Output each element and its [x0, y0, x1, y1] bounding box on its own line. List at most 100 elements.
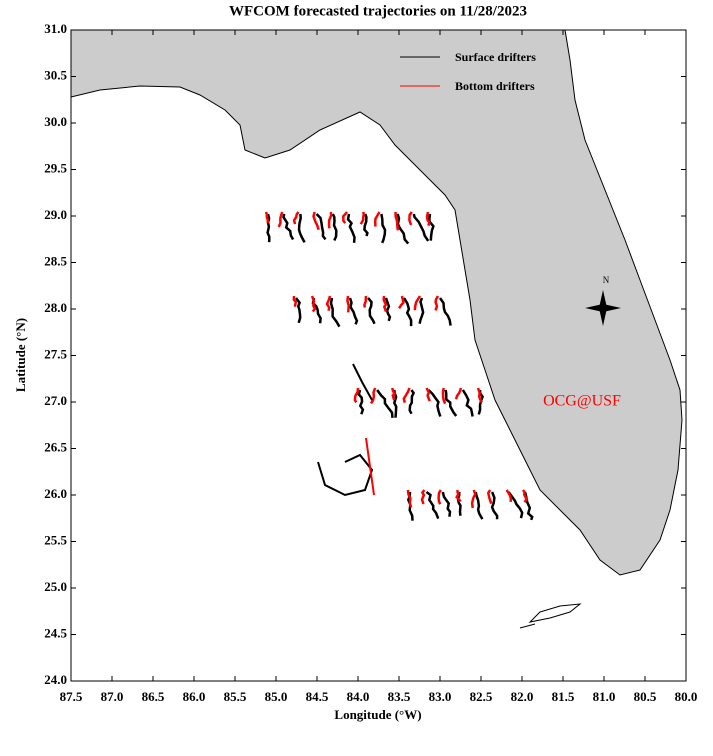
surface-trajectory — [418, 297, 425, 324]
y-tick-label: 26.0 — [44, 486, 67, 501]
bottom-trajectory — [437, 489, 442, 505]
surface-trajectory — [425, 490, 440, 520]
bottom-trajectory — [310, 295, 317, 313]
bottom-trajectory — [476, 387, 483, 404]
x-tick-label: 87.0 — [101, 689, 124, 704]
bottom-trajectory — [455, 489, 462, 503]
y-tick-label: 24.5 — [44, 625, 67, 640]
surface-trajectory — [412, 213, 430, 242]
bottom-trajectory — [363, 295, 368, 308]
bottom-trajectory — [264, 211, 270, 224]
y-tick-label: 28.5 — [44, 253, 67, 268]
surface-trajectory — [376, 389, 394, 419]
surface-trajectory — [367, 297, 376, 325]
surface-trajectory — [295, 297, 302, 324]
y-tick-label: 27.5 — [44, 346, 67, 361]
title: WFCOM forecasted trajectories on 11/28/2… — [229, 3, 527, 19]
bottom-trajectory — [394, 212, 400, 231]
x-tick-label: 83.5 — [388, 689, 411, 704]
surface-trajectory — [507, 491, 524, 519]
bottom-trajectory — [327, 211, 333, 229]
bottom-trajectory — [521, 489, 529, 503]
bottom-trajectory — [312, 211, 320, 231]
bottom-trajectory — [292, 211, 300, 225]
bottom-trajectory — [325, 295, 332, 312]
surface-trajectory — [461, 389, 474, 417]
bottom-trajectory — [441, 387, 447, 405]
compass-needle — [585, 304, 621, 312]
bottom-trajectory — [406, 489, 413, 508]
y-tick-label: 26.5 — [44, 439, 67, 454]
surface-trajectory — [331, 213, 338, 242]
y-tick-label: 30.5 — [44, 67, 67, 82]
compass-label: N — [603, 275, 610, 285]
keys — [519, 603, 582, 629]
x-tick-label: 85.0 — [265, 689, 288, 704]
surface-trajectory — [456, 491, 462, 516]
y-tick-label: 31.0 — [44, 21, 67, 36]
bottom-trajectory — [434, 295, 440, 311]
x-tick-label: 87.5 — [60, 689, 83, 704]
bottom-trajectory — [292, 295, 298, 307]
bottom-trajectory — [342, 211, 348, 224]
y-tick-label: 29.5 — [44, 160, 67, 175]
x-tick-label: 85.5 — [224, 689, 247, 704]
surface-trajectory — [282, 213, 295, 241]
surface-trajectory — [444, 389, 458, 417]
surface-trajectory — [396, 213, 410, 245]
surface-trajectory — [441, 491, 452, 517]
surface-trajectory — [297, 213, 306, 243]
x-tick-label: 81.5 — [552, 689, 575, 704]
surface-trajectory — [329, 297, 341, 328]
compass: N — [585, 275, 621, 326]
y-tick-label: 29.0 — [44, 207, 67, 222]
surface-trajectory — [402, 297, 413, 327]
bottom-trajectory — [277, 211, 284, 228]
surface-trajectory — [490, 491, 499, 520]
legend-label: Surface drifters — [455, 50, 536, 64]
bottom-trajectory — [359, 211, 366, 225]
x-tick-label: 86.0 — [183, 689, 206, 704]
bottom-trajectory — [454, 387, 463, 400]
bottom-trajectory — [425, 387, 432, 402]
surface-trajectory — [427, 389, 442, 417]
legend-label: Bottom drifters — [455, 79, 535, 93]
x-tick-label: 84.5 — [306, 689, 329, 704]
y-tick-label: 25.5 — [44, 532, 67, 547]
surface-trajectory — [346, 213, 356, 243]
y-tick-label: 27.0 — [44, 393, 67, 408]
bottom-trajectory — [505, 489, 513, 502]
bottom-trajectory — [391, 387, 397, 401]
surface-trajectory — [438, 297, 452, 326]
surface-trajectory — [474, 491, 484, 520]
bottom-trajectory — [365, 437, 375, 496]
y-tick-label: 24.0 — [44, 672, 67, 687]
bottom-trajectory — [413, 295, 422, 311]
bottom-trajectory — [470, 489, 477, 509]
surface-trajectory — [348, 297, 359, 325]
land — [70, 29, 683, 576]
y-tick-label: 30.0 — [44, 114, 67, 129]
bottom-trajectory — [486, 489, 493, 505]
bottom-trajectory — [353, 387, 360, 404]
bottom-trajectory — [408, 211, 413, 226]
bottom-trajectory — [382, 295, 388, 313]
x-tick-label: 80.0 — [675, 689, 698, 704]
x-tick-label: 83.0 — [429, 689, 452, 704]
x-tick-label: 86.5 — [142, 689, 165, 704]
surface-trajectory — [266, 213, 271, 243]
x-tick-label: 81.0 — [593, 689, 616, 704]
annotation: OCG@USF — [543, 393, 621, 410]
x-tick-label: 82.5 — [470, 689, 493, 704]
x-tick-label: 80.5 — [634, 689, 657, 704]
surface-trajectory — [380, 213, 387, 244]
bottom-trajectory — [373, 211, 381, 227]
bottom-trajectory — [398, 295, 405, 309]
y-axis-label: Latitude (°N) — [13, 318, 28, 392]
surface-trajectory — [315, 213, 327, 241]
bottom-trajectory — [425, 211, 431, 226]
y-tick-label: 28.0 — [44, 300, 67, 315]
bottom-trajectory — [346, 295, 350, 313]
surface-trajectory — [428, 213, 435, 241]
